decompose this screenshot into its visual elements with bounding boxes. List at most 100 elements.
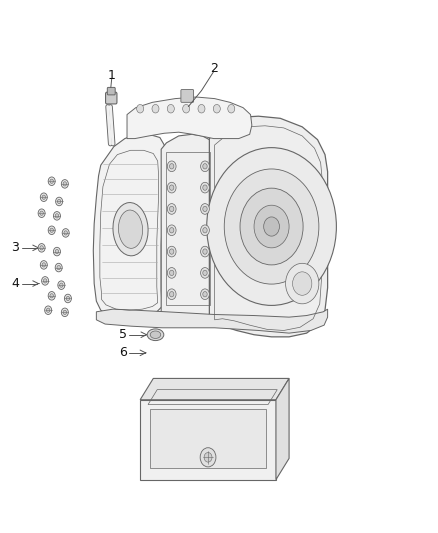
Circle shape <box>60 283 63 287</box>
Circle shape <box>240 188 303 265</box>
Circle shape <box>40 193 47 201</box>
Circle shape <box>201 204 209 214</box>
Circle shape <box>170 249 174 254</box>
Circle shape <box>203 292 207 297</box>
Text: 1: 1 <box>108 69 116 82</box>
Circle shape <box>55 214 59 218</box>
Ellipse shape <box>118 210 143 248</box>
Circle shape <box>167 268 176 278</box>
Circle shape <box>264 217 279 236</box>
Circle shape <box>167 246 176 257</box>
Text: 3: 3 <box>11 241 19 254</box>
Circle shape <box>48 177 55 185</box>
Text: 4: 4 <box>11 277 19 290</box>
Circle shape <box>167 204 176 214</box>
Circle shape <box>201 289 209 300</box>
Polygon shape <box>96 309 328 333</box>
Circle shape <box>42 277 49 285</box>
Circle shape <box>43 279 47 283</box>
Circle shape <box>183 104 190 113</box>
Polygon shape <box>161 134 214 317</box>
FancyBboxPatch shape <box>107 87 115 95</box>
Circle shape <box>203 249 207 254</box>
Circle shape <box>170 270 174 276</box>
Circle shape <box>40 261 47 269</box>
Ellipse shape <box>147 329 164 341</box>
Circle shape <box>61 180 68 188</box>
Circle shape <box>64 294 71 303</box>
Circle shape <box>201 225 209 236</box>
Polygon shape <box>140 400 276 480</box>
Circle shape <box>228 104 235 113</box>
Circle shape <box>170 164 174 169</box>
Circle shape <box>293 272 312 295</box>
Circle shape <box>167 161 176 172</box>
Circle shape <box>57 265 60 270</box>
Circle shape <box>42 195 46 199</box>
Circle shape <box>45 306 52 314</box>
Circle shape <box>58 281 65 289</box>
FancyBboxPatch shape <box>106 92 117 104</box>
Circle shape <box>63 310 67 314</box>
Circle shape <box>137 104 144 113</box>
Circle shape <box>167 289 176 300</box>
Circle shape <box>40 246 43 250</box>
Circle shape <box>66 296 70 301</box>
Circle shape <box>170 292 174 297</box>
Circle shape <box>203 228 207 233</box>
Circle shape <box>201 268 209 278</box>
Circle shape <box>46 308 50 312</box>
Circle shape <box>167 182 176 193</box>
Ellipse shape <box>150 331 161 338</box>
Circle shape <box>254 205 289 248</box>
Circle shape <box>224 169 319 284</box>
Ellipse shape <box>113 203 148 256</box>
Circle shape <box>286 263 319 304</box>
Polygon shape <box>209 116 328 337</box>
Polygon shape <box>93 134 166 317</box>
Circle shape <box>207 148 336 305</box>
Circle shape <box>167 104 174 113</box>
Polygon shape <box>276 378 289 480</box>
Circle shape <box>198 104 205 113</box>
FancyBboxPatch shape <box>181 90 194 102</box>
Text: 5: 5 <box>119 328 127 341</box>
Polygon shape <box>127 97 252 139</box>
Circle shape <box>170 206 174 212</box>
Circle shape <box>38 209 45 217</box>
Circle shape <box>38 244 45 252</box>
Circle shape <box>40 211 43 215</box>
Circle shape <box>213 104 220 113</box>
Circle shape <box>203 270 207 276</box>
Circle shape <box>48 226 55 235</box>
Circle shape <box>167 225 176 236</box>
Circle shape <box>63 182 67 186</box>
Circle shape <box>203 185 207 190</box>
Text: 2: 2 <box>210 62 218 75</box>
Circle shape <box>53 212 60 220</box>
Circle shape <box>170 228 174 233</box>
Circle shape <box>203 206 207 212</box>
Circle shape <box>152 104 159 113</box>
Circle shape <box>42 263 46 267</box>
Circle shape <box>50 228 53 232</box>
Polygon shape <box>140 378 289 400</box>
Circle shape <box>201 182 209 193</box>
Text: 6: 6 <box>119 346 127 359</box>
Circle shape <box>170 185 174 190</box>
Circle shape <box>56 197 63 206</box>
Circle shape <box>203 164 207 169</box>
Circle shape <box>204 453 212 462</box>
Circle shape <box>48 292 55 300</box>
Circle shape <box>50 294 53 298</box>
Polygon shape <box>150 409 266 468</box>
Circle shape <box>201 246 209 257</box>
Circle shape <box>200 448 216 467</box>
Circle shape <box>53 247 60 256</box>
Circle shape <box>64 231 67 235</box>
Circle shape <box>201 161 209 172</box>
Circle shape <box>50 179 53 183</box>
Circle shape <box>55 263 62 272</box>
Circle shape <box>57 199 61 204</box>
Circle shape <box>62 229 69 237</box>
